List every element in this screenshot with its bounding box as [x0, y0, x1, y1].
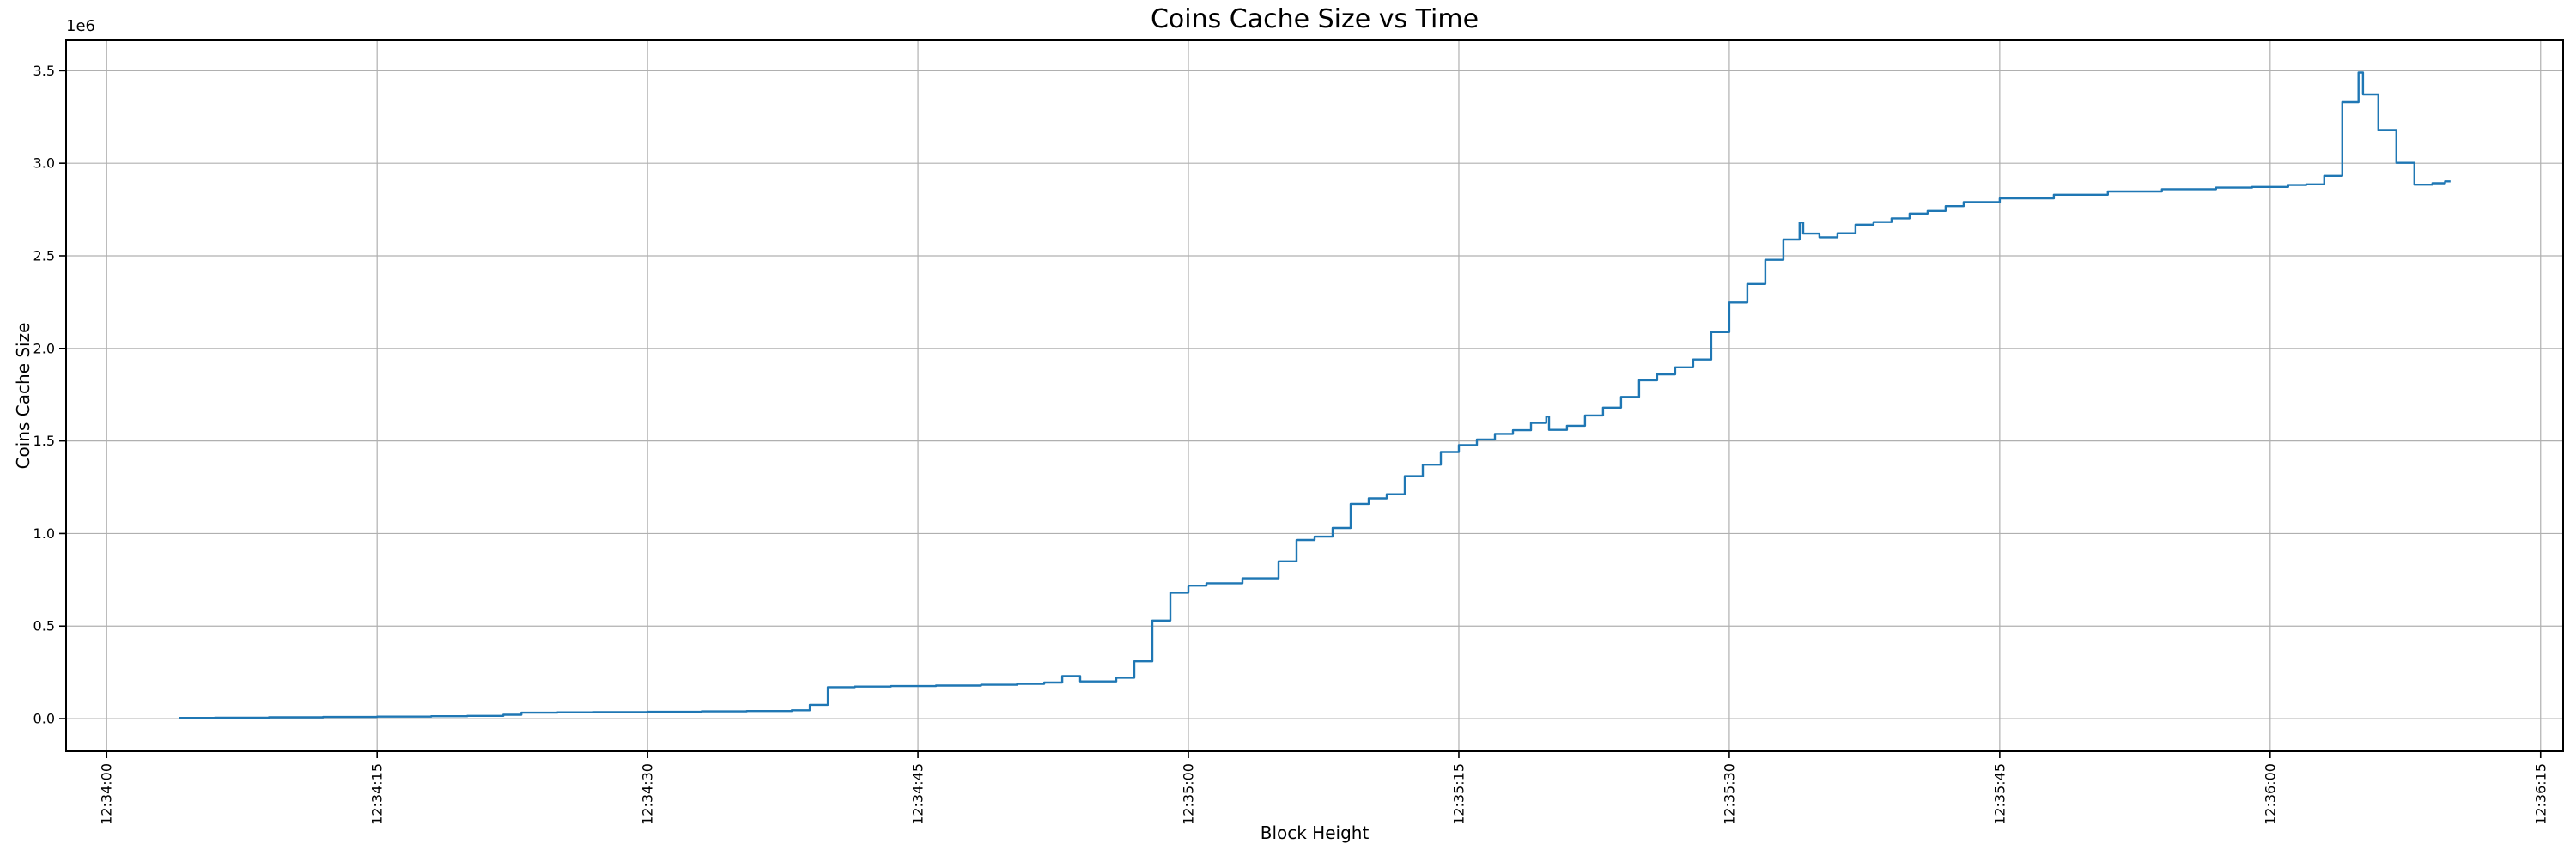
x-tick-label: 12:35:30 [1721, 763, 1737, 825]
y-tick-label: 2.5 [33, 247, 55, 264]
x-tick-label: 12:35:15 [1450, 763, 1467, 825]
axes-spines [65, 39, 2564, 752]
x-tick-label: 12:35:45 [1991, 763, 2008, 825]
x-axis-label: Block Height [1260, 823, 1370, 843]
y-tick-label: 3.0 [33, 155, 55, 172]
x-tick-label: 12:36:15 [2532, 763, 2549, 825]
x-tick-label: 12:34:45 [910, 763, 927, 825]
y-axis-label: Coins Cache Size [13, 322, 33, 470]
x-tick-label: 12:36:00 [2262, 763, 2278, 825]
x-tick-label: 12:34:30 [640, 763, 656, 825]
x-tick-label: 12:34:15 [369, 763, 386, 825]
y-tick-label: 2.0 [33, 340, 55, 356]
series-line-coins-cache-size [179, 71, 2451, 719]
y-tick-label: 0.0 [33, 711, 55, 727]
y-tick-label: 1.0 [33, 525, 55, 542]
y-tick-label: 1.5 [33, 433, 55, 449]
chart-title: Coins Cache Size vs Time [1150, 4, 1479, 34]
x-tick-label: 12:35:00 [1181, 763, 1197, 825]
y-tick-label: 0.5 [33, 618, 55, 634]
x-tick-label: 12:34:00 [99, 763, 115, 825]
y-axis-offset-label: 1e6 [66, 17, 95, 35]
y-tick-label: 3.5 [33, 63, 55, 79]
